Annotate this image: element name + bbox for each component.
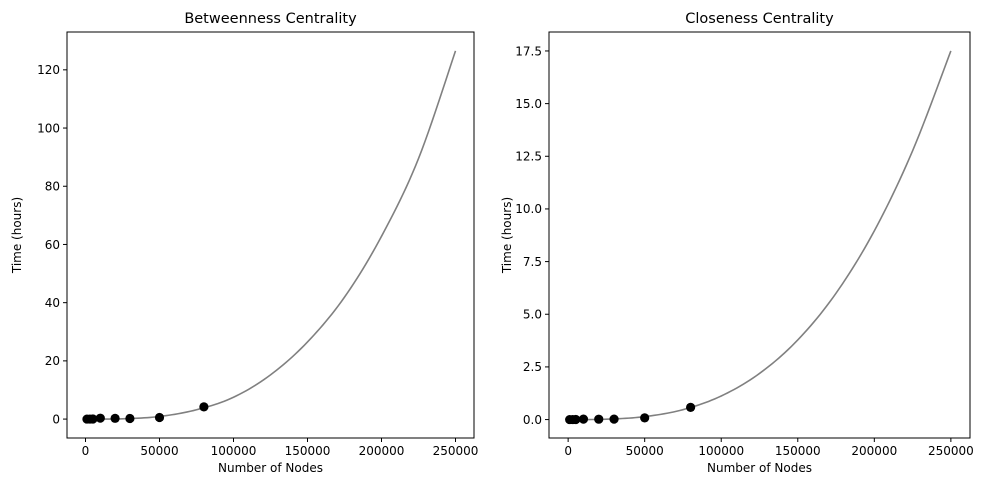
closeness-x-tick-label: 150000 bbox=[775, 444, 821, 458]
closeness-y-tick-label: 17.5 bbox=[515, 44, 542, 58]
betweenness-x-tick-label: 0 bbox=[82, 444, 90, 458]
betweenness-data-point bbox=[125, 413, 135, 424]
betweenness-x-tick-label: 50000 bbox=[140, 444, 178, 458]
closeness-x-tick-label: 0 bbox=[564, 444, 572, 458]
betweenness-y-tick-label: 100 bbox=[37, 121, 60, 135]
closeness-y-tick-label: 15.0 bbox=[515, 97, 542, 111]
closeness-y-tick-label: 12.5 bbox=[515, 150, 542, 164]
betweenness-data-point bbox=[199, 402, 209, 412]
closeness-data-point bbox=[578, 414, 589, 424]
closeness-chart: 0 50000 100000 150000 200000 250000 0.0 2.5 5.0 7… bbox=[500, 11, 974, 475]
closeness-y-axis-label: Time (hours) bbox=[500, 197, 514, 274]
betweenness-x-tick-label: 100000 bbox=[211, 444, 257, 458]
closeness-y-tick-label: 7.5 bbox=[523, 255, 542, 269]
betweenness-y-tick-label: 0 bbox=[52, 412, 60, 426]
closeness-x-tick-label: 50000 bbox=[626, 444, 664, 458]
closeness-x-tick-label: 200000 bbox=[851, 444, 897, 458]
closeness-y-tick-label: 2.5 bbox=[523, 360, 542, 374]
betweenness-data-point bbox=[88, 414, 98, 424]
betweenness-data-point bbox=[154, 412, 165, 423]
closeness-y-tick-label: 5.0 bbox=[523, 308, 542, 322]
betweenness-axes-frame bbox=[66, 31, 475, 439]
betweenness-y-tick-label: 120 bbox=[37, 63, 60, 77]
betweenness-y-axis-label: Time (hours) bbox=[10, 197, 24, 274]
closeness-data-point bbox=[609, 414, 619, 424]
closeness-y-tick-label: 10.0 bbox=[515, 202, 542, 216]
betweenness-x-axis-label: Number of Nodes bbox=[218, 461, 323, 475]
closeness-data-point bbox=[686, 402, 696, 412]
closeness-data-point bbox=[594, 414, 604, 424]
betweenness-y-tick-label: 20 bbox=[45, 354, 60, 368]
closeness-data-point bbox=[571, 414, 581, 425]
closeness-x-axis-label: Number of Nodes bbox=[707, 461, 812, 475]
betweenness-x-tick-label: 150000 bbox=[285, 444, 331, 458]
betweenness-data-point bbox=[110, 413, 120, 423]
closeness-data-point bbox=[640, 413, 650, 423]
betweenness-y-tick-label: 40 bbox=[45, 296, 60, 310]
closeness-y-tick-label: 0.0 bbox=[523, 413, 542, 427]
closeness-axes-frame bbox=[548, 31, 971, 439]
betweenness-y-tick-label: 60 bbox=[45, 238, 60, 252]
betweenness-x-tick-label: 250000 bbox=[433, 444, 479, 458]
betweenness-chart: 0 50000 100000 150000 200000 250000 0 20 40 60 80 1… bbox=[10, 11, 478, 475]
betweenness-x-tick-label: 200000 bbox=[359, 444, 405, 458]
closeness-x-tick-label: 100000 bbox=[698, 444, 744, 458]
betweenness-chart-title: Betweenness Centrality bbox=[184, 11, 357, 27]
betweenness-y-tick-label: 80 bbox=[45, 180, 60, 194]
closeness-x-tick-label: 250000 bbox=[928, 444, 974, 458]
closeness-chart-title: Closeness Centrality bbox=[685, 11, 834, 27]
betweenness-data-point bbox=[95, 413, 105, 423]
closeness-fit-curve bbox=[568, 50, 952, 421]
betweenness-fit-curve bbox=[85, 50, 457, 420]
